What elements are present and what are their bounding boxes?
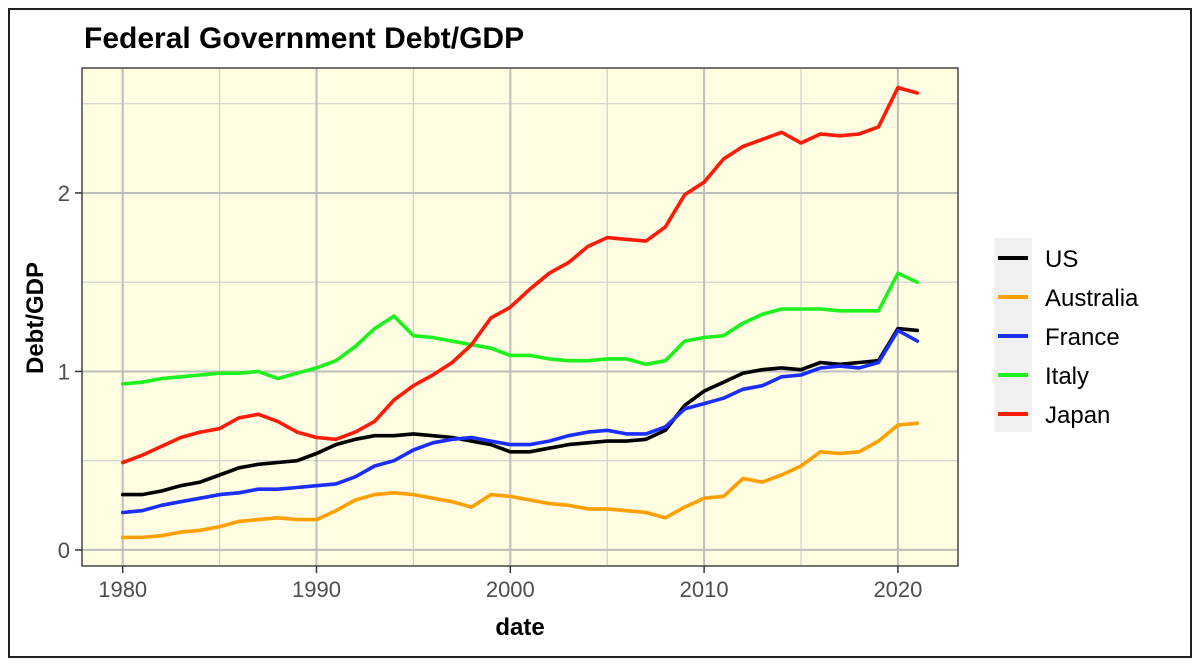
series-lines bbox=[120, 85, 920, 540]
y-axis-title: Debt/GDP bbox=[22, 262, 49, 374]
y-tick-label: 0 bbox=[58, 538, 70, 563]
legend-label-japan: Japan bbox=[1045, 402, 1110, 429]
x-tick-label: 2010 bbox=[680, 577, 729, 602]
chart-title: Federal Government Debt/GDP bbox=[84, 22, 524, 55]
legend-label-italy: Italy bbox=[1045, 363, 1089, 390]
x-tick-label: 2000 bbox=[486, 577, 535, 602]
axes: 1980 1990 2000 2010 2020 0 1 2 bbox=[58, 67, 959, 602]
x-tick-label: 2020 bbox=[873, 577, 922, 602]
legend: US Australia France Italy Japan bbox=[994, 238, 1139, 432]
x-axis-title: date bbox=[495, 614, 544, 641]
series-line-france bbox=[120, 328, 920, 515]
series-line-japan bbox=[120, 85, 920, 465]
x-tick-label: 1980 bbox=[98, 577, 147, 602]
series-line-us bbox=[120, 326, 920, 497]
legend-label-france: France bbox=[1045, 324, 1120, 351]
series-line-australia bbox=[120, 421, 920, 540]
plot-border bbox=[81, 67, 959, 567]
y-tick-label: 1 bbox=[58, 359, 70, 384]
legend-label-us: US bbox=[1045, 246, 1078, 273]
series-line-italy bbox=[120, 271, 920, 386]
legend-label-australia: Australia bbox=[1045, 285, 1139, 312]
y-tick-label: 2 bbox=[58, 181, 70, 206]
plot-panel bbox=[81, 67, 959, 567]
x-tick-label: 1990 bbox=[292, 577, 341, 602]
